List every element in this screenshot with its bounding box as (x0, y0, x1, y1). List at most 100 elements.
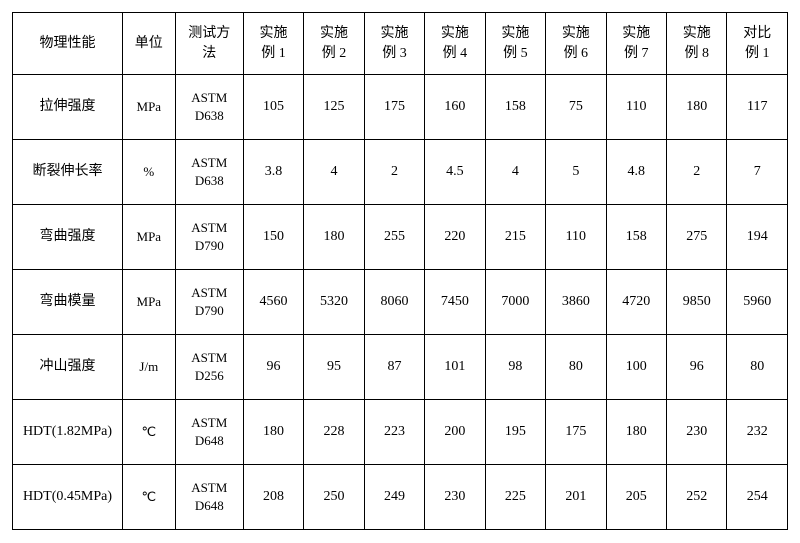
cell-method: ASTMD638 (175, 75, 243, 140)
cell-value: 275 (667, 205, 727, 270)
header-row: 物理性能 单位 测试方法 实施例 1 实施例 2 实施例 3 实施例 4 实施例… (13, 13, 788, 75)
col-header-method: 测试方法 (175, 13, 243, 75)
table-body: 拉伸强度MPaASTMD6381051251751601587511018011… (13, 75, 788, 530)
cell-property: HDT(0.45MPa) (13, 465, 123, 530)
col-header-ex4: 实施例 4 (425, 13, 485, 75)
cell-unit: J/m (122, 335, 175, 400)
cell-method: ASTMD648 (175, 465, 243, 530)
cell-value: 100 (606, 335, 666, 400)
col-header-ex7: 实施例 7 (606, 13, 666, 75)
cell-value: 4 (304, 140, 364, 205)
cell-value: 255 (364, 205, 424, 270)
col-header-ex2: 实施例 2 (304, 13, 364, 75)
cell-property: 冲山强度 (13, 335, 123, 400)
cell-value: 200 (425, 400, 485, 465)
col-header-unit: 单位 (122, 13, 175, 75)
cell-value: 80 (546, 335, 606, 400)
cell-value: 8060 (364, 270, 424, 335)
cell-value: 95 (304, 335, 364, 400)
cell-property: HDT(1.82MPa) (13, 400, 123, 465)
col-header-ex5: 实施例 5 (485, 13, 545, 75)
cell-value: 7 (727, 140, 788, 205)
table-row: 冲山强度J/mASTMD25696958710198801009680 (13, 335, 788, 400)
cell-value: 96 (667, 335, 727, 400)
cell-method: ASTMD638 (175, 140, 243, 205)
cell-value: 2 (667, 140, 727, 205)
cell-value: 201 (546, 465, 606, 530)
cell-value: 3.8 (243, 140, 303, 205)
cell-value: 3860 (546, 270, 606, 335)
table-row: 弯曲模量MPaASTMD7904560532080607450700038604… (13, 270, 788, 335)
table-row: HDT(0.45MPa)℃ASTMD6482082502492302252012… (13, 465, 788, 530)
cell-value: 80 (727, 335, 788, 400)
cell-value: 205 (606, 465, 666, 530)
cell-value: 4.5 (425, 140, 485, 205)
cell-value: 220 (425, 205, 485, 270)
cell-property: 弯曲强度 (13, 205, 123, 270)
cell-value: 223 (364, 400, 424, 465)
cell-value: 180 (606, 400, 666, 465)
table-row: 弯曲强度MPaASTMD7901501802552202151101582751… (13, 205, 788, 270)
cell-value: 249 (364, 465, 424, 530)
cell-value: 4 (485, 140, 545, 205)
cell-value: 96 (243, 335, 303, 400)
cell-value: 230 (667, 400, 727, 465)
cell-value: 160 (425, 75, 485, 140)
properties-table: 物理性能 单位 测试方法 实施例 1 实施例 2 实施例 3 实施例 4 实施例… (12, 12, 788, 530)
cell-value: 4.8 (606, 140, 666, 205)
cell-unit: ℃ (122, 400, 175, 465)
cell-value: 225 (485, 465, 545, 530)
cell-unit: MPa (122, 75, 175, 140)
cell-value: 4720 (606, 270, 666, 335)
cell-value: 215 (485, 205, 545, 270)
cell-value: 110 (606, 75, 666, 140)
cell-value: 254 (727, 465, 788, 530)
cell-value: 4560 (243, 270, 303, 335)
table-row: 断裂伸长率%ASTMD6383.8424.5454.827 (13, 140, 788, 205)
cell-value: 158 (485, 75, 545, 140)
cell-value: 208 (243, 465, 303, 530)
col-header-comp1: 对比例 1 (727, 13, 788, 75)
cell-value: 2 (364, 140, 424, 205)
col-header-ex6: 实施例 6 (546, 13, 606, 75)
cell-method: ASTMD256 (175, 335, 243, 400)
col-header-ex8: 实施例 8 (667, 13, 727, 75)
cell-value: 180 (304, 205, 364, 270)
cell-value: 232 (727, 400, 788, 465)
table-row: HDT(1.82MPa)℃ASTMD6481802282232001951751… (13, 400, 788, 465)
cell-value: 110 (546, 205, 606, 270)
cell-value: 5320 (304, 270, 364, 335)
cell-unit: % (122, 140, 175, 205)
cell-value: 5 (546, 140, 606, 205)
cell-property: 拉伸强度 (13, 75, 123, 140)
table-row: 拉伸强度MPaASTMD6381051251751601587511018011… (13, 75, 788, 140)
cell-value: 101 (425, 335, 485, 400)
cell-value: 180 (667, 75, 727, 140)
cell-value: 180 (243, 400, 303, 465)
cell-value: 75 (546, 75, 606, 140)
cell-value: 7000 (485, 270, 545, 335)
cell-value: 228 (304, 400, 364, 465)
cell-value: 87 (364, 335, 424, 400)
cell-unit: ℃ (122, 465, 175, 530)
cell-value: 125 (304, 75, 364, 140)
cell-value: 105 (243, 75, 303, 140)
cell-value: 158 (606, 205, 666, 270)
cell-value: 7450 (425, 270, 485, 335)
cell-property: 弯曲模量 (13, 270, 123, 335)
cell-value: 252 (667, 465, 727, 530)
cell-value: 250 (304, 465, 364, 530)
col-header-property: 物理性能 (13, 13, 123, 75)
cell-method: ASTMD790 (175, 205, 243, 270)
cell-value: 195 (485, 400, 545, 465)
cell-value: 175 (546, 400, 606, 465)
cell-unit: MPa (122, 205, 175, 270)
cell-value: 98 (485, 335, 545, 400)
cell-value: 194 (727, 205, 788, 270)
cell-property: 断裂伸长率 (13, 140, 123, 205)
cell-unit: MPa (122, 270, 175, 335)
cell-value: 117 (727, 75, 788, 140)
cell-value: 230 (425, 465, 485, 530)
cell-value: 9850 (667, 270, 727, 335)
cell-value: 150 (243, 205, 303, 270)
